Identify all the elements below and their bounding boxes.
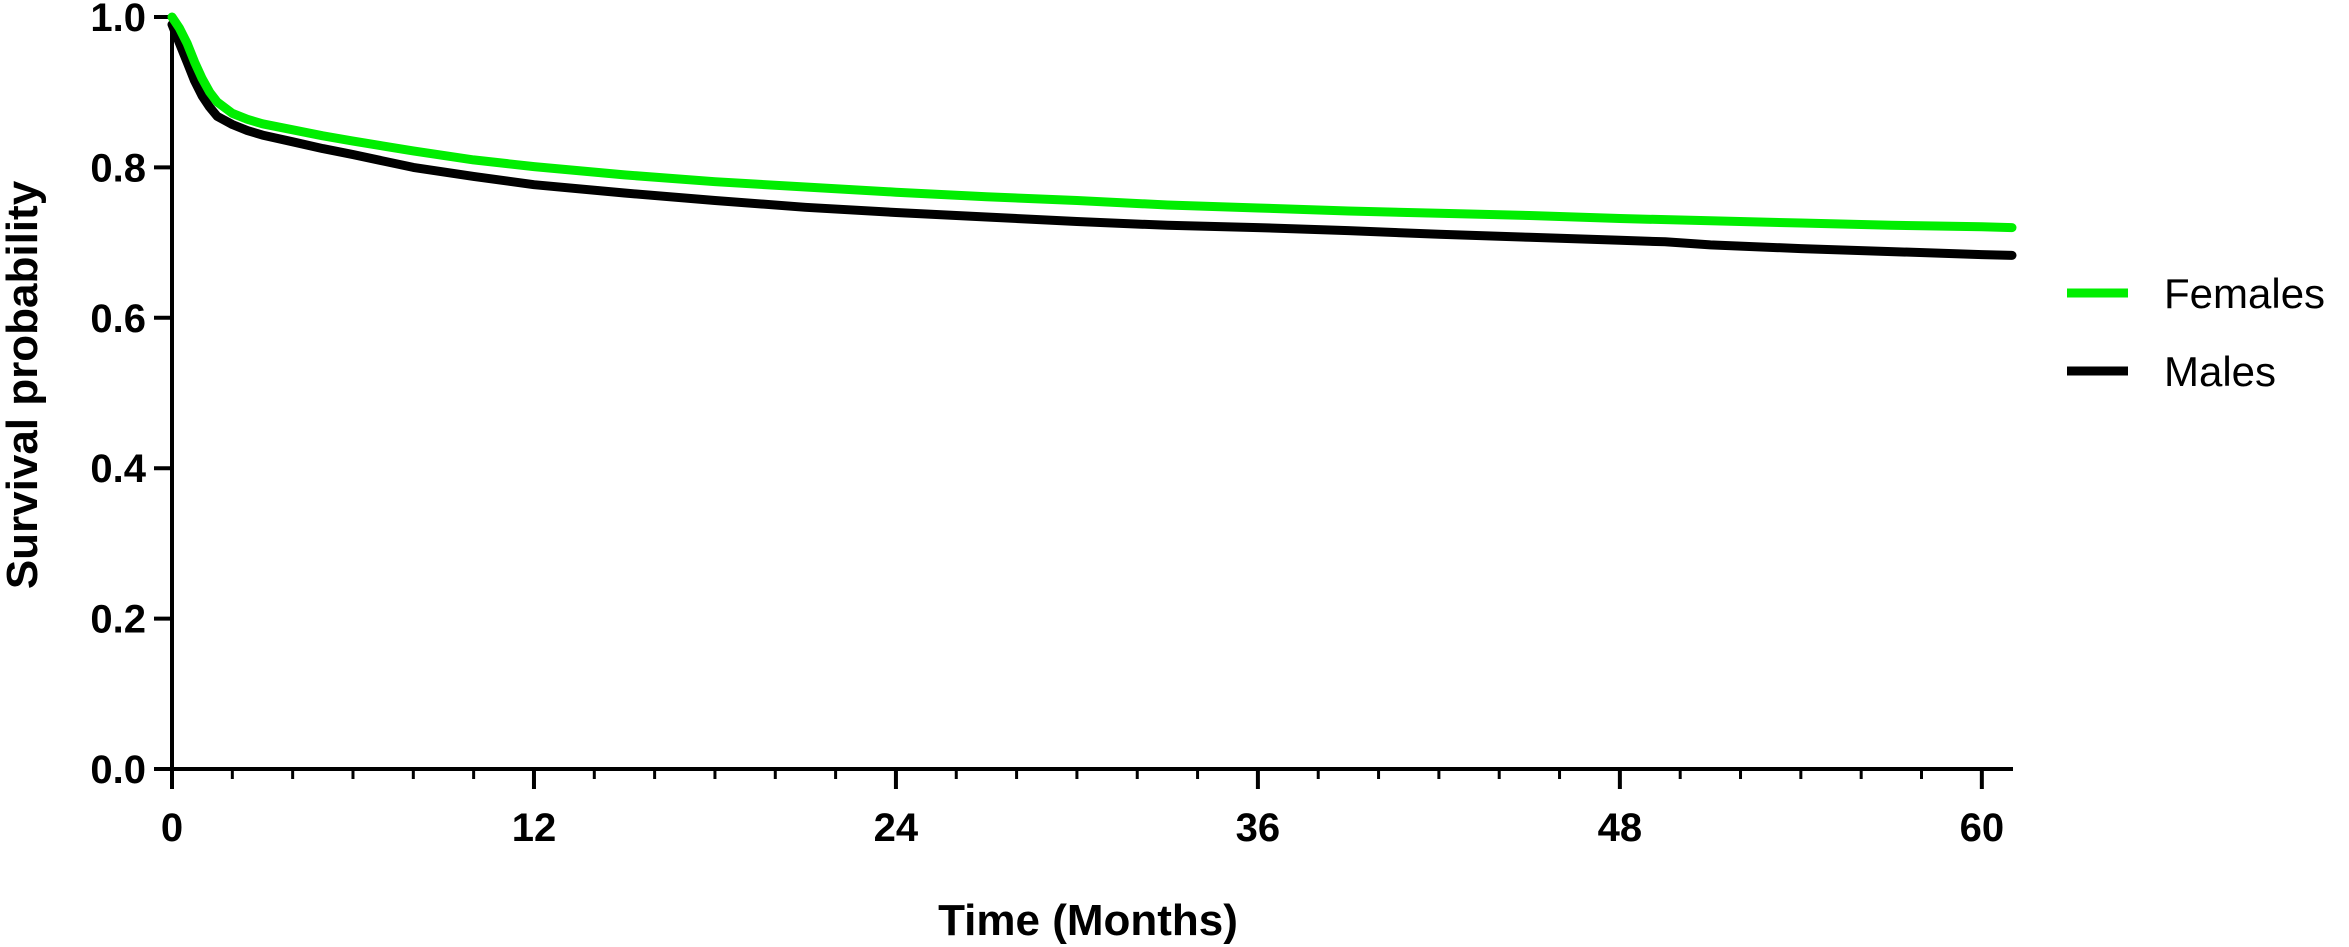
series-layer — [167, 12, 2017, 260]
legend-label-males: Males — [2164, 348, 2276, 395]
axes-layer: 0.0 0.2 0.4 0.6 0.8 1.0 0 12 24 36 48 60 — [90, 0, 2013, 850]
x-tick-label: 36 — [1236, 806, 1281, 850]
y-axis-title: Survival probability — [0, 180, 47, 589]
y-tick-label: 0.6 — [90, 297, 146, 341]
y-tick-label: 0.2 — [90, 598, 146, 642]
legend: Females Males — [2067, 270, 2325, 395]
series-line-females — [167, 12, 2017, 233]
y-tick-label: 0.0 — [90, 748, 146, 792]
series-line-males — [167, 20, 2017, 260]
x-tick-label: 0 — [161, 806, 183, 850]
legend-label-females: Females — [2164, 270, 2325, 317]
y-tick-label: 0.8 — [90, 146, 146, 190]
x-tick-label: 12 — [512, 806, 557, 850]
x-axis-title: Time (Months) — [938, 896, 1238, 945]
y-tick-label: 0.4 — [90, 447, 146, 491]
x-tick-label: 24 — [874, 806, 919, 850]
x-tick-label: 48 — [1598, 806, 1643, 850]
x-tick-label: 60 — [1960, 806, 2005, 850]
y-tick-label: 1.0 — [90, 0, 146, 40]
